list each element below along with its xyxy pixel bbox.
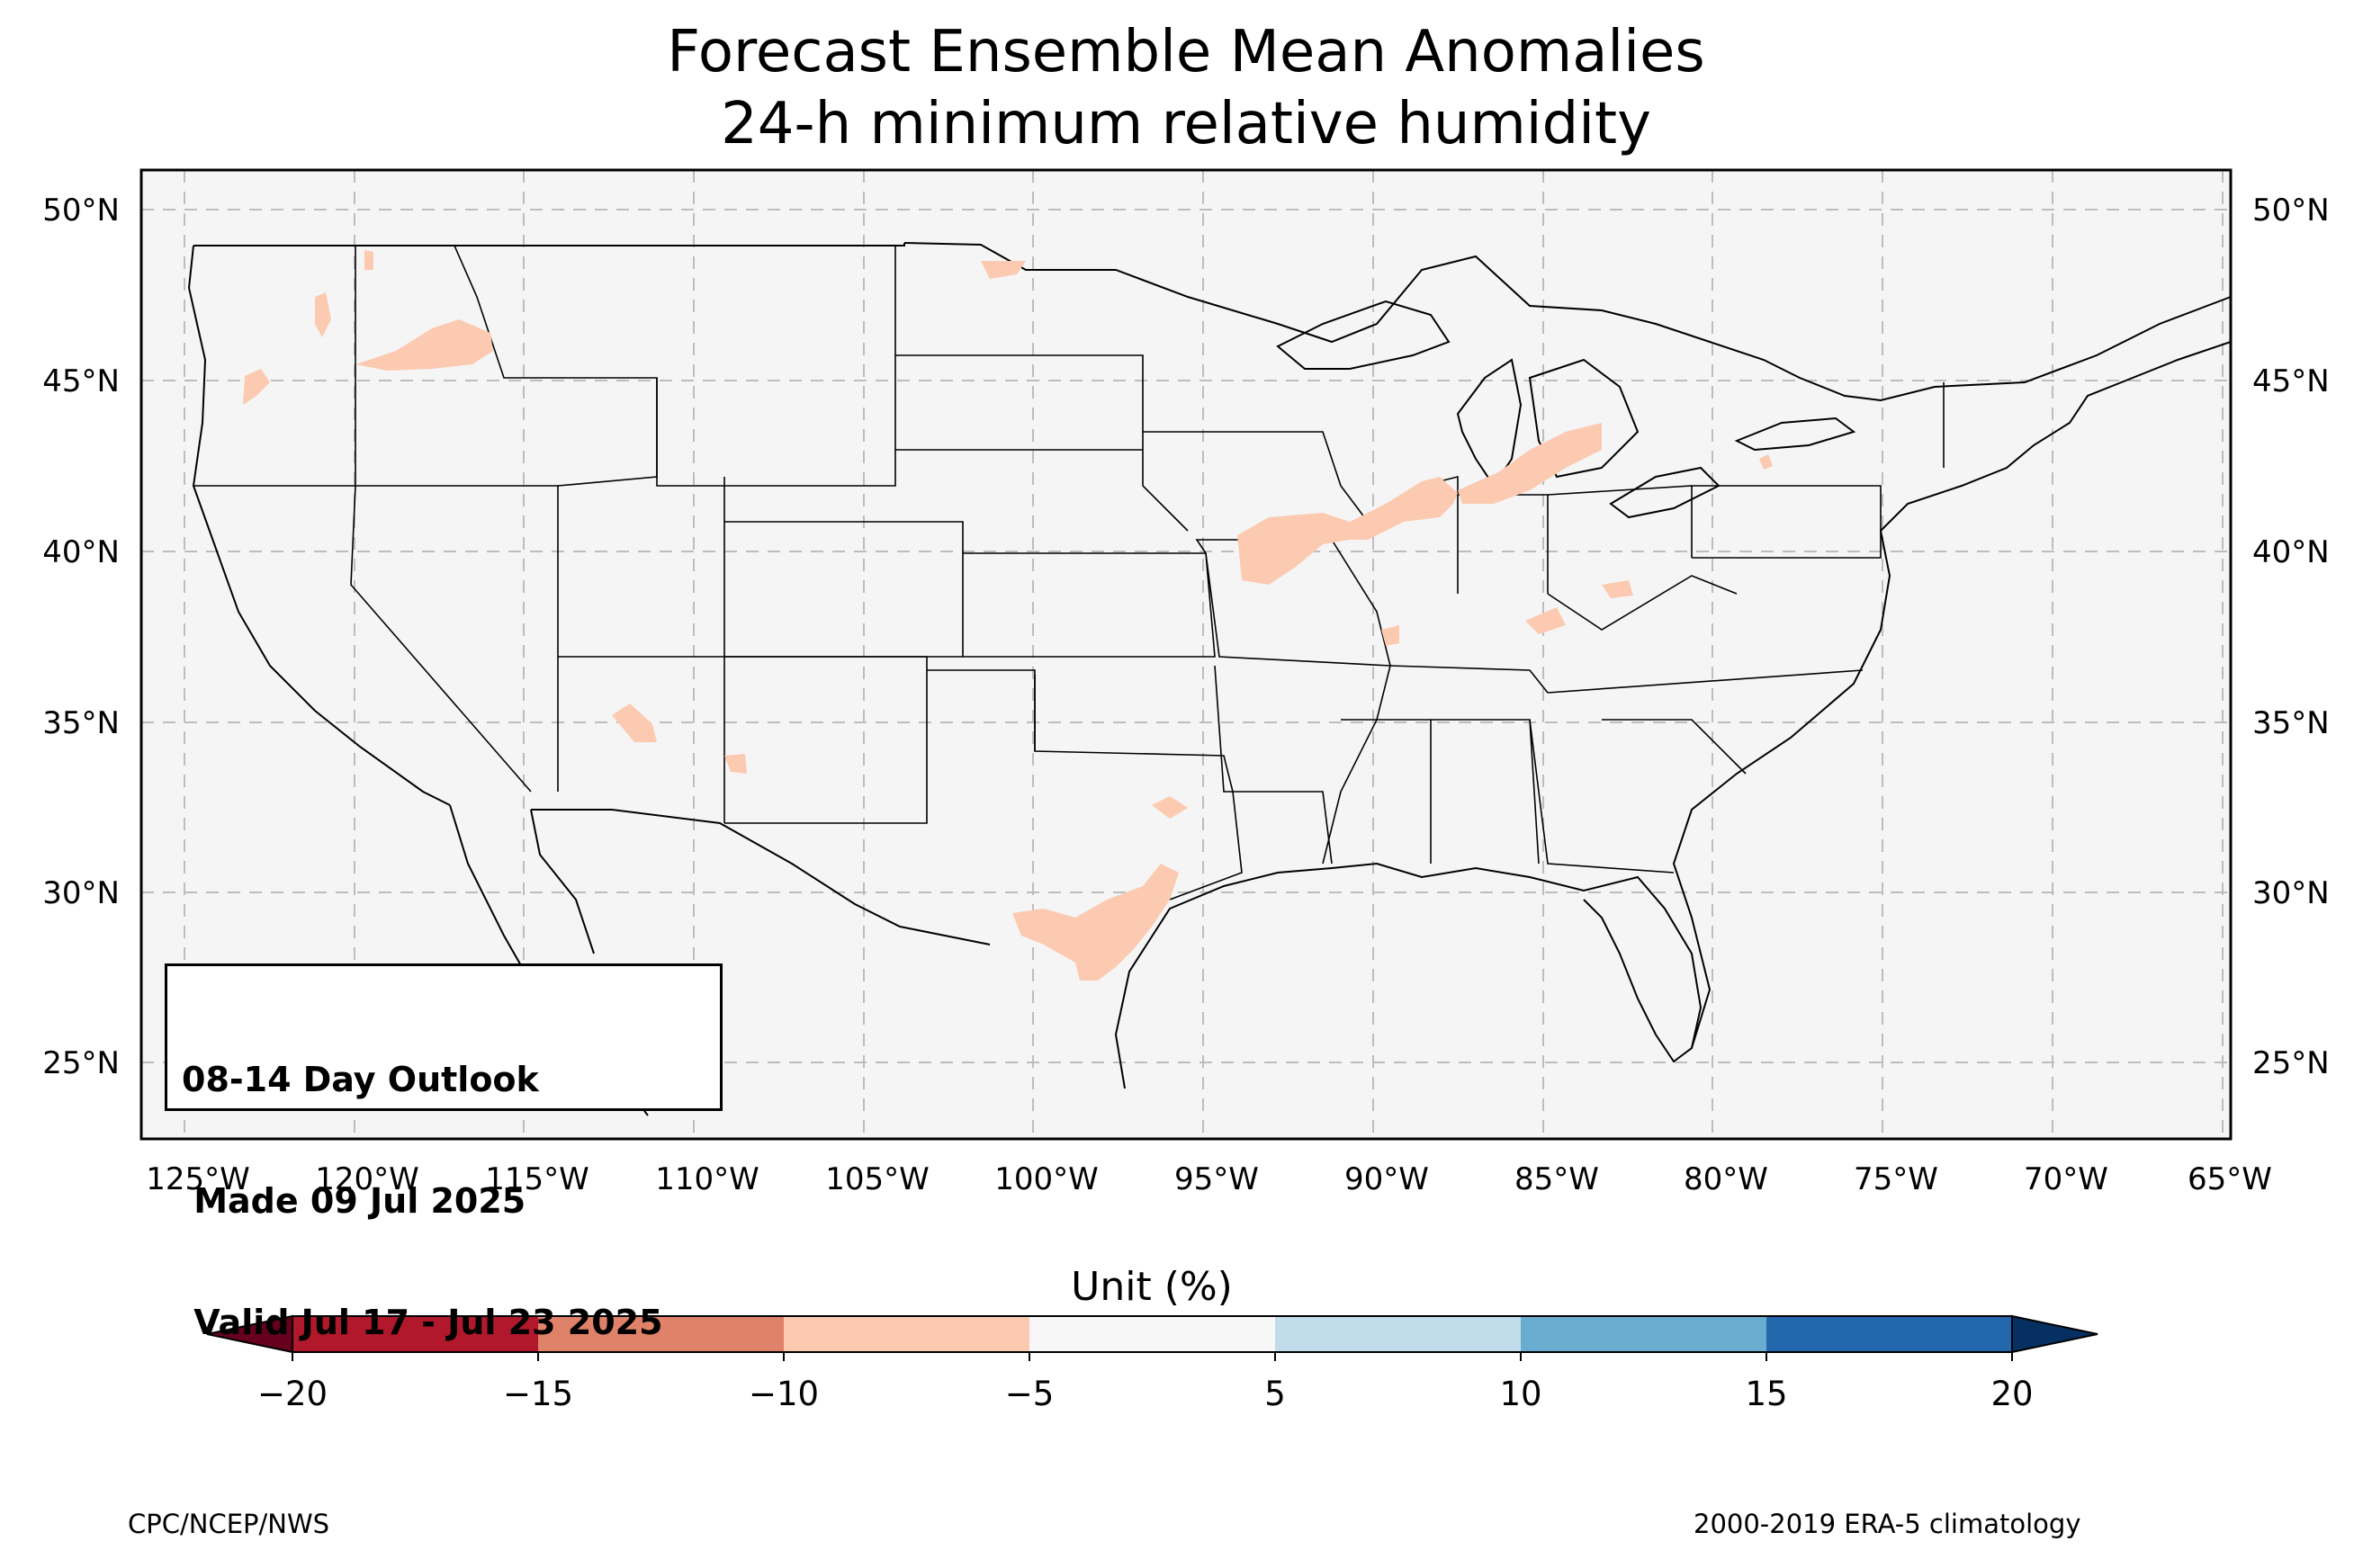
colorbar-title: Unit (%): [1071, 1264, 1233, 1310]
lat-label: 40°N: [2252, 534, 2330, 570]
colorbar-tick-label: −15: [503, 1375, 573, 1413]
lat-label: 25°N: [2252, 1045, 2330, 1081]
lat-labels-left: 50°N 45°N 40°N 35°N 30°N 25°N: [42, 193, 120, 1081]
lon-label: 110°W: [655, 1161, 759, 1197]
outlook-valid-dates: Valid Jul 17 - Jul 23 2025: [182, 1303, 663, 1342]
anomaly-patch-kentucky: [1525, 607, 1566, 634]
lat-label: 45°N: [2252, 363, 2330, 399]
lon-label: 85°W: [1514, 1161, 1599, 1197]
chart-subtitle: 24-h minimum relative humidity: [721, 91, 1651, 157]
lon-label: 125°W: [146, 1161, 250, 1197]
footer-climatology: 2000-2019 ERA-5 climatology: [1694, 1509, 2081, 1539]
gridlines: [141, 170, 2231, 1139]
lon-label: 90°W: [1344, 1161, 1429, 1197]
colorbar-tick-label: −5: [1005, 1375, 1055, 1413]
map-frame: [139, 168, 2233, 1141]
anomaly-patch-michigan: [1458, 423, 1602, 504]
colorbar: [206, 1314, 2098, 1361]
colorbar-tick-label: −10: [749, 1375, 819, 1413]
colorbar-segment: [784, 1316, 1030, 1352]
anomaly-patch-northwest: [364, 250, 373, 270]
colorbar-segment: [1275, 1316, 1522, 1352]
lat-label: 40°N: [42, 534, 120, 570]
lat-label: 30°N: [2252, 875, 2330, 911]
colorbar-tick-label: 20: [1990, 1375, 2033, 1413]
lat-label: 35°N: [42, 705, 120, 741]
colorbar-segment: [292, 1316, 539, 1352]
lat-label: 45°N: [42, 363, 120, 399]
anomaly-patch-illinois: [1237, 477, 1458, 585]
lon-label: 65°W: [2188, 1161, 2272, 1197]
lon-label: 70°W: [2024, 1161, 2108, 1197]
anomaly-patch-idaho: [355, 319, 493, 371]
anomaly-patch-washington: [315, 292, 331, 337]
anomaly-patch-south-texas: [1012, 864, 1179, 981]
anomaly-patch-ohio: [1602, 580, 1633, 598]
lon-label: 95°W: [1174, 1161, 1259, 1197]
colorbar-tick-label: 5: [1264, 1375, 1286, 1413]
footer-source: CPC/NCEP/NWS: [128, 1509, 330, 1539]
lon-label: 80°W: [1684, 1161, 1768, 1197]
lon-label: 120°W: [315, 1161, 419, 1197]
colorbar-ticks: −20 −15 −10 −5 5 10 15 20: [257, 1375, 2034, 1413]
lat-label: 30°N: [42, 875, 120, 911]
colorbar-segment: [1521, 1316, 1767, 1352]
state-borders: [193, 245, 1945, 900]
colorbar-frame: [292, 1315, 2013, 1353]
anomaly-patch-missouri: [1381, 625, 1399, 646]
colorbar-segment: [1029, 1316, 1276, 1352]
lon-label: 100°W: [994, 1161, 1099, 1197]
colorbar-tick-label: 10: [1499, 1375, 1541, 1413]
colorbar-over-arrow: [2011, 1314, 2098, 1354]
lon-label: 115°W: [485, 1161, 589, 1197]
lon-label: 75°W: [1854, 1161, 1938, 1197]
coastlines: [187, 242, 2232, 1116]
outlook-made-date: Made 09 Jul 2025: [182, 1181, 526, 1221]
anomaly-patch-new-mexico: [724, 754, 747, 774]
lon-label: 105°W: [825, 1161, 930, 1197]
colorbar-segment: [1766, 1316, 2013, 1352]
colorbar-tick-label: 15: [1745, 1375, 1787, 1413]
lat-label: 25°N: [42, 1045, 120, 1081]
anomaly-patches: [243, 250, 1773, 981]
chart-title: Forecast Ensemble Mean Anomalies: [667, 19, 1705, 85]
colorbar-segment: [538, 1316, 785, 1352]
anomaly-patch-north-texas: [1152, 796, 1188, 819]
outlook-period: 08-14 Day Outlook: [182, 1060, 539, 1099]
anomaly-patch-oregon: [243, 369, 270, 405]
outlook-info-box: 08-14 Day Outlook Made 09 Jul 2025 Valid…: [165, 963, 723, 1342]
lat-label: 50°N: [2252, 193, 2330, 228]
anomaly-patch-north-dakota: [981, 261, 1026, 279]
anomaly-patch-arizona: [612, 703, 657, 742]
lat-label: 50°N: [42, 193, 120, 228]
lon-labels: 125°W 120°W 115°W 110°W 105°W 100°W 95°W…: [146, 1161, 2272, 1197]
anomaly-patch-new-york: [1759, 454, 1773, 470]
colorbar-tick-label: −20: [257, 1375, 328, 1413]
lat-label: 35°N: [2252, 705, 2330, 741]
lat-labels-right: 50°N 45°N 40°N 35°N 30°N 25°N: [2252, 193, 2330, 1081]
